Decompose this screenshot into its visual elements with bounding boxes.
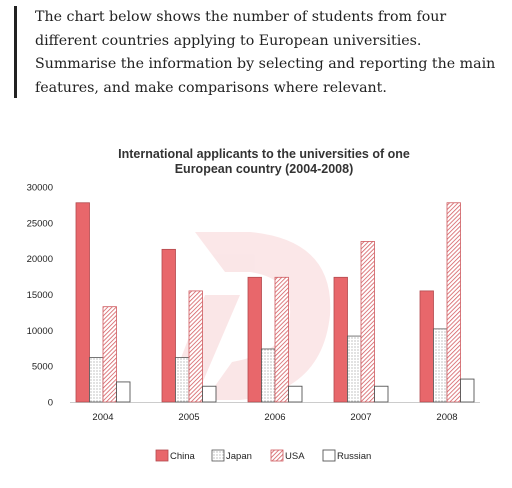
x-tick-label: 2006	[264, 412, 285, 423]
bar-japan-2007	[347, 335, 362, 403]
bar-japan-2008	[433, 328, 448, 403]
legend-swatch-russian	[322, 449, 336, 462]
chart-title-line2: European country (2004-2008)	[175, 162, 354, 176]
legend-item-japan: Japan	[211, 449, 252, 462]
legend: China Japan USA Russian	[155, 449, 371, 462]
y-tick-label: 15000	[27, 290, 53, 301]
bar-china-2008	[419, 290, 434, 403]
bar-chart: International applicants to the universi…	[27, 147, 480, 462]
bar-usa-2005	[188, 290, 203, 403]
legend-label-russian: Russian	[337, 451, 371, 462]
y-tick-label: 25000	[27, 218, 53, 229]
legend-swatch-usa	[270, 449, 284, 462]
bar-japan-2005	[175, 357, 190, 403]
legend-label-china: China	[170, 451, 196, 462]
chart-title-line1: International applicants to the universi…	[118, 147, 410, 161]
legend-swatch-japan	[211, 449, 225, 462]
bar-russian-2008	[460, 378, 475, 403]
bar-russian-2007	[374, 385, 389, 403]
y-tick-label: 5000	[32, 362, 53, 373]
bar-china-2004	[75, 202, 90, 403]
legend-item-russian: Russian	[322, 449, 371, 462]
legend-swatch-china	[155, 449, 169, 462]
x-axis: 2004 2005 2006 2007 2008	[70, 402, 480, 423]
bar-russian-2006	[288, 385, 303, 403]
y-tick-label: 20000	[27, 254, 53, 265]
x-tick-label: 2005	[178, 412, 199, 423]
legend-item-usa: USA	[270, 449, 305, 462]
legend-label-usa: USA	[285, 451, 305, 462]
x-tick-label: 2008	[436, 412, 457, 423]
bar-japan-2006	[261, 348, 276, 403]
x-tick-label: 2004	[92, 412, 113, 423]
bar-russian-2005	[202, 385, 217, 403]
bar-usa-2004	[102, 306, 117, 403]
bar-china-2007	[333, 276, 348, 403]
legend-label-japan: Japan	[226, 451, 252, 462]
bar-china-2005	[161, 248, 176, 403]
legend-item-china: China	[155, 449, 196, 462]
bar-russian-2004	[116, 381, 131, 403]
y-tick-label: 0	[48, 398, 53, 409]
task-prompt: The chart below shows the number of stud…	[14, 6, 506, 98]
y-axis: 0 5000 10000 15000 20000 25000 30000	[27, 183, 53, 409]
prompt-text: The chart below shows the number of stud…	[35, 9, 496, 96]
bar-japan-2004	[89, 357, 104, 403]
x-tick-label: 2007	[350, 412, 371, 423]
bar-china-2006	[247, 276, 262, 403]
bar-usa-2006	[274, 276, 289, 403]
bar-usa-2008	[446, 202, 461, 403]
y-tick-label: 30000	[27, 183, 53, 194]
bar-usa-2007	[360, 241, 375, 403]
y-tick-label: 10000	[27, 326, 53, 337]
bars	[75, 202, 475, 403]
